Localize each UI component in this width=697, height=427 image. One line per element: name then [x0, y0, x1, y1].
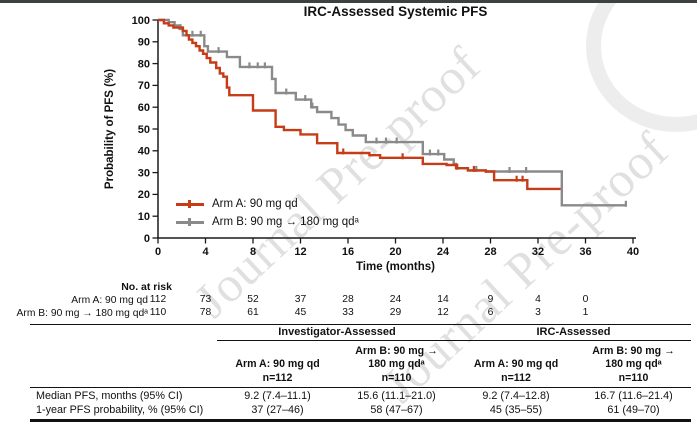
arm-a-line-sample	[176, 199, 204, 208]
stat-row-label-median: Median PFS, months (95% CI)	[36, 390, 183, 402]
censor-tick-icon	[188, 199, 191, 208]
km-plot: 0 10 20 30 40 50 60 70 80 90 100 0 4 8 12 16 20 24 28 32 36 4…	[132, 15, 639, 258]
table-rule-bottom	[30, 419, 691, 422]
stat-column-header-line: 180 mg qdᵃ	[605, 358, 662, 370]
stat-value: 61 (49–70)	[607, 404, 660, 416]
y-tick-label: 90	[138, 37, 150, 49]
risk-count: 29	[389, 307, 402, 318]
arm-a-curve	[158, 18, 561, 191]
risk-count: 4	[535, 294, 541, 305]
x-tick-label: 40	[627, 246, 639, 258]
stat-column-header: Arm B: 90 mg → 180 mg qdᵃ n=110	[337, 343, 456, 385]
stat-value: 15.6 (11.1–21.0)	[357, 390, 436, 402]
screenshot-top-edge	[0, 0, 697, 3]
risk-row-label-arm-a: Arm A: 90 mg qd	[71, 295, 148, 306]
x-tick-label: 36	[579, 246, 591, 258]
stat-column-header-line: Arm A: 90 mg qd	[473, 358, 559, 370]
stat-column-header-line: Arm B: 90 mg →	[592, 344, 675, 357]
risk-count: 14	[437, 294, 449, 305]
stat-value: 9.2 (7.4–12.8)	[482, 390, 550, 402]
x-tick-label: 32	[532, 246, 544, 258]
risk-count: 112	[149, 294, 167, 305]
legend-row-arm-a: Arm A: 90 mg qd	[176, 195, 359, 213]
x-tick-label: 20	[389, 246, 401, 258]
risk-count: 6	[487, 307, 494, 318]
risk-count: 37	[294, 294, 307, 305]
arm-b-line-sample	[176, 217, 204, 226]
x-tick-label: 24	[437, 246, 450, 258]
risk-count: 78	[199, 307, 212, 318]
table-rule-top	[30, 324, 691, 326]
group-header-investigator: Investigator-Assessed	[278, 326, 396, 338]
y-tick-label: 80	[138, 58, 150, 70]
x-tick-label: 4	[202, 246, 209, 258]
risk-count: 12	[437, 307, 449, 318]
stat-value: 37 (27–46)	[251, 404, 304, 416]
legend: Arm A: 90 mg qd Arm B: 90 mg → 180 mg qd…	[176, 195, 359, 231]
y-tick-label: 50	[138, 124, 150, 136]
y-tick-label: 100	[132, 15, 150, 27]
risk-count: 9	[487, 294, 494, 305]
risk-count: 28	[342, 294, 354, 305]
stat-column-header-line: Arm B: 90 mg →	[355, 344, 438, 357]
stat-column-header-line: Arm A: 90 mg qd	[235, 358, 320, 370]
stat-row-label-1year: 1-year PFS probability, % (95% CI)	[36, 404, 204, 416]
stat-column-header: Arm A: 90 mg qd n=112	[218, 343, 337, 385]
y-tick-label: 10	[138, 211, 150, 223]
table-rule-groups	[217, 340, 691, 342]
stat-value: 9.2 (7.4–11.1)	[244, 390, 311, 402]
legend-label-arm-a: Arm A: 90 mg qd	[212, 198, 298, 210]
stat-column-header-line: n=112	[262, 371, 293, 384]
stat-column-header: Arm B: 90 mg → 180 mg qdᵃ n=110	[576, 343, 691, 385]
risk-count: 1	[582, 307, 589, 318]
stat-column-header-line: 180 mg qdᵃ	[368, 358, 425, 370]
x-axis-label: Time (months)	[355, 261, 435, 273]
risk-count: 110	[149, 307, 167, 318]
risk-count: 33	[342, 307, 354, 318]
chart-title: IRC-Assessed Systemic PFS	[303, 4, 488, 19]
y-tick-label: 30	[138, 167, 150, 179]
x-tick-label: 0	[155, 246, 161, 258]
censor-tick-icon	[188, 217, 191, 226]
x-tick-label: 12	[294, 246, 306, 258]
arm-b-curve	[158, 18, 626, 207]
y-tick-label: 40	[138, 146, 150, 158]
table-rule-header	[30, 387, 691, 389]
y-tick-label: 0	[144, 233, 150, 245]
risk-count: 24	[389, 294, 402, 305]
group-header-irc: IRC-Assessed	[536, 326, 611, 338]
stat-value: 45 (35–55)	[489, 404, 543, 416]
x-tick-label: 8	[250, 246, 256, 258]
risk-count: 73	[199, 294, 212, 305]
stat-column-header-line: n=112	[501, 371, 531, 384]
legend-label-arm-b: Arm B: 90 mg → 180 mg qdᵃ	[212, 216, 359, 228]
risk-count: 0	[582, 294, 589, 305]
x-tick-label: 28	[484, 246, 496, 258]
risk-count: 45	[294, 307, 307, 318]
y-tick-label: 70	[138, 80, 150, 92]
y-tick-label: 60	[138, 102, 150, 114]
risk-count: 3	[535, 307, 541, 318]
stat-column-header: Arm A: 90 mg qd n=112	[456, 343, 576, 385]
risk-count: 52	[247, 294, 259, 305]
stat-value: 16.7 (11.6–21.4)	[594, 390, 673, 402]
legend-row-arm-b: Arm B: 90 mg → 180 mg qdᵃ	[176, 213, 359, 231]
x-tick-label: 16	[342, 246, 354, 258]
stat-column-header-line: n=110	[618, 371, 649, 384]
stat-value: 58 (47–67)	[370, 404, 423, 416]
risk-row-label-arm-b: Arm B: 90 mg → 180 mg qdᵃ	[16, 308, 148, 319]
stat-column-header-line: n=110	[381, 371, 412, 384]
risk-count: 61	[247, 307, 259, 318]
y-tick-label: 20	[138, 189, 150, 201]
number-at-risk-header: No. at risk	[121, 281, 172, 293]
